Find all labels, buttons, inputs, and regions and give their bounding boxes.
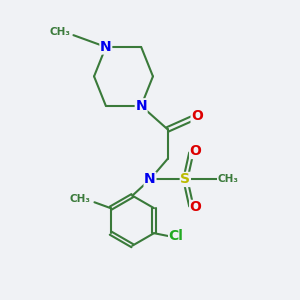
Text: CH₃: CH₃ [218,174,239,184]
Text: S: S [180,172,190,186]
Text: O: O [190,200,202,214]
Text: N: N [135,99,147,113]
Text: CH₃: CH₃ [50,27,70,37]
Text: Cl: Cl [169,229,184,243]
Text: N: N [144,172,156,186]
Text: O: O [191,109,203,123]
Text: O: O [190,145,202,158]
Text: N: N [100,40,112,54]
Text: CH₃: CH₃ [69,194,90,204]
